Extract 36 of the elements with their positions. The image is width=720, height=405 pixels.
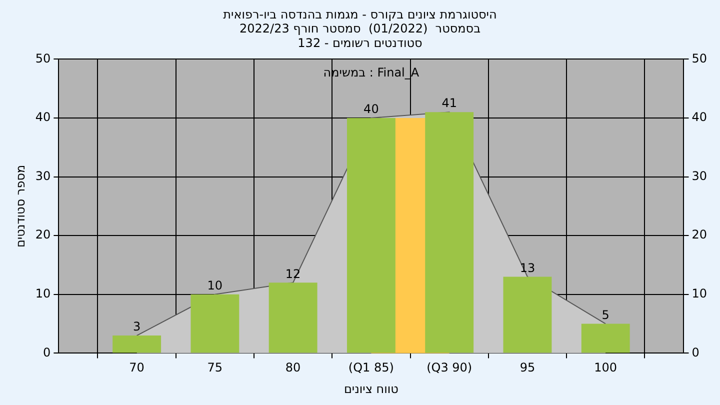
- x-axis-title: טווח ציונים: [344, 382, 399, 396]
- y-tick-label: 10: [35, 286, 51, 301]
- y-axis-title: מספר סטודנטים: [13, 164, 28, 248]
- data-label: 5: [602, 308, 610, 322]
- y2-tick-label: 40: [692, 110, 708, 124]
- x-tick-label: (Q3 90): [426, 360, 472, 375]
- x-tick-label: (Q1 85): [348, 360, 394, 375]
- y2-tick-label: 10: [692, 286, 708, 301]
- x-tick-label: 75: [207, 360, 223, 375]
- x-tick-label: 95: [520, 360, 536, 375]
- bar: [190, 294, 240, 353]
- y-tick-label: 40: [35, 110, 51, 124]
- data-label: 3: [132, 320, 141, 334]
- bar: [503, 276, 552, 353]
- data-label: 40: [364, 102, 379, 116]
- y-tick-label: 20: [35, 228, 51, 242]
- y2-tick-label: 0: [692, 345, 700, 360]
- x-tick-label: 80: [285, 360, 301, 375]
- y-tick-label: 0: [43, 345, 51, 360]
- text: בסמסטר (01/2022) סמסטר חורף 2022/23: [239, 22, 481, 36]
- y-tick-label: 30: [35, 168, 51, 183]
- y2-tick-label: 20: [692, 228, 708, 242]
- data-label: 41: [442, 96, 457, 110]
- y-tick-label: 50: [35, 51, 51, 66]
- text: היסטוגרמת ציונים בקורס - מגמות בהנדסה ביו-רפואית: [223, 7, 497, 22]
- data-label: 10: [207, 278, 223, 293]
- bar: [112, 336, 162, 353]
- x-tick-label: 70: [129, 360, 144, 375]
- y2-tick-label: 50: [692, 51, 708, 66]
- bar: [581, 324, 630, 353]
- bar: [268, 282, 318, 353]
- y2-tick-label: 30: [692, 168, 708, 183]
- text: סטודנטים רשומים - 132: [298, 36, 422, 50]
- x-tick-label: 100: [594, 360, 618, 375]
- data-label: 12: [285, 266, 301, 281]
- data-label: 13: [520, 260, 536, 275]
